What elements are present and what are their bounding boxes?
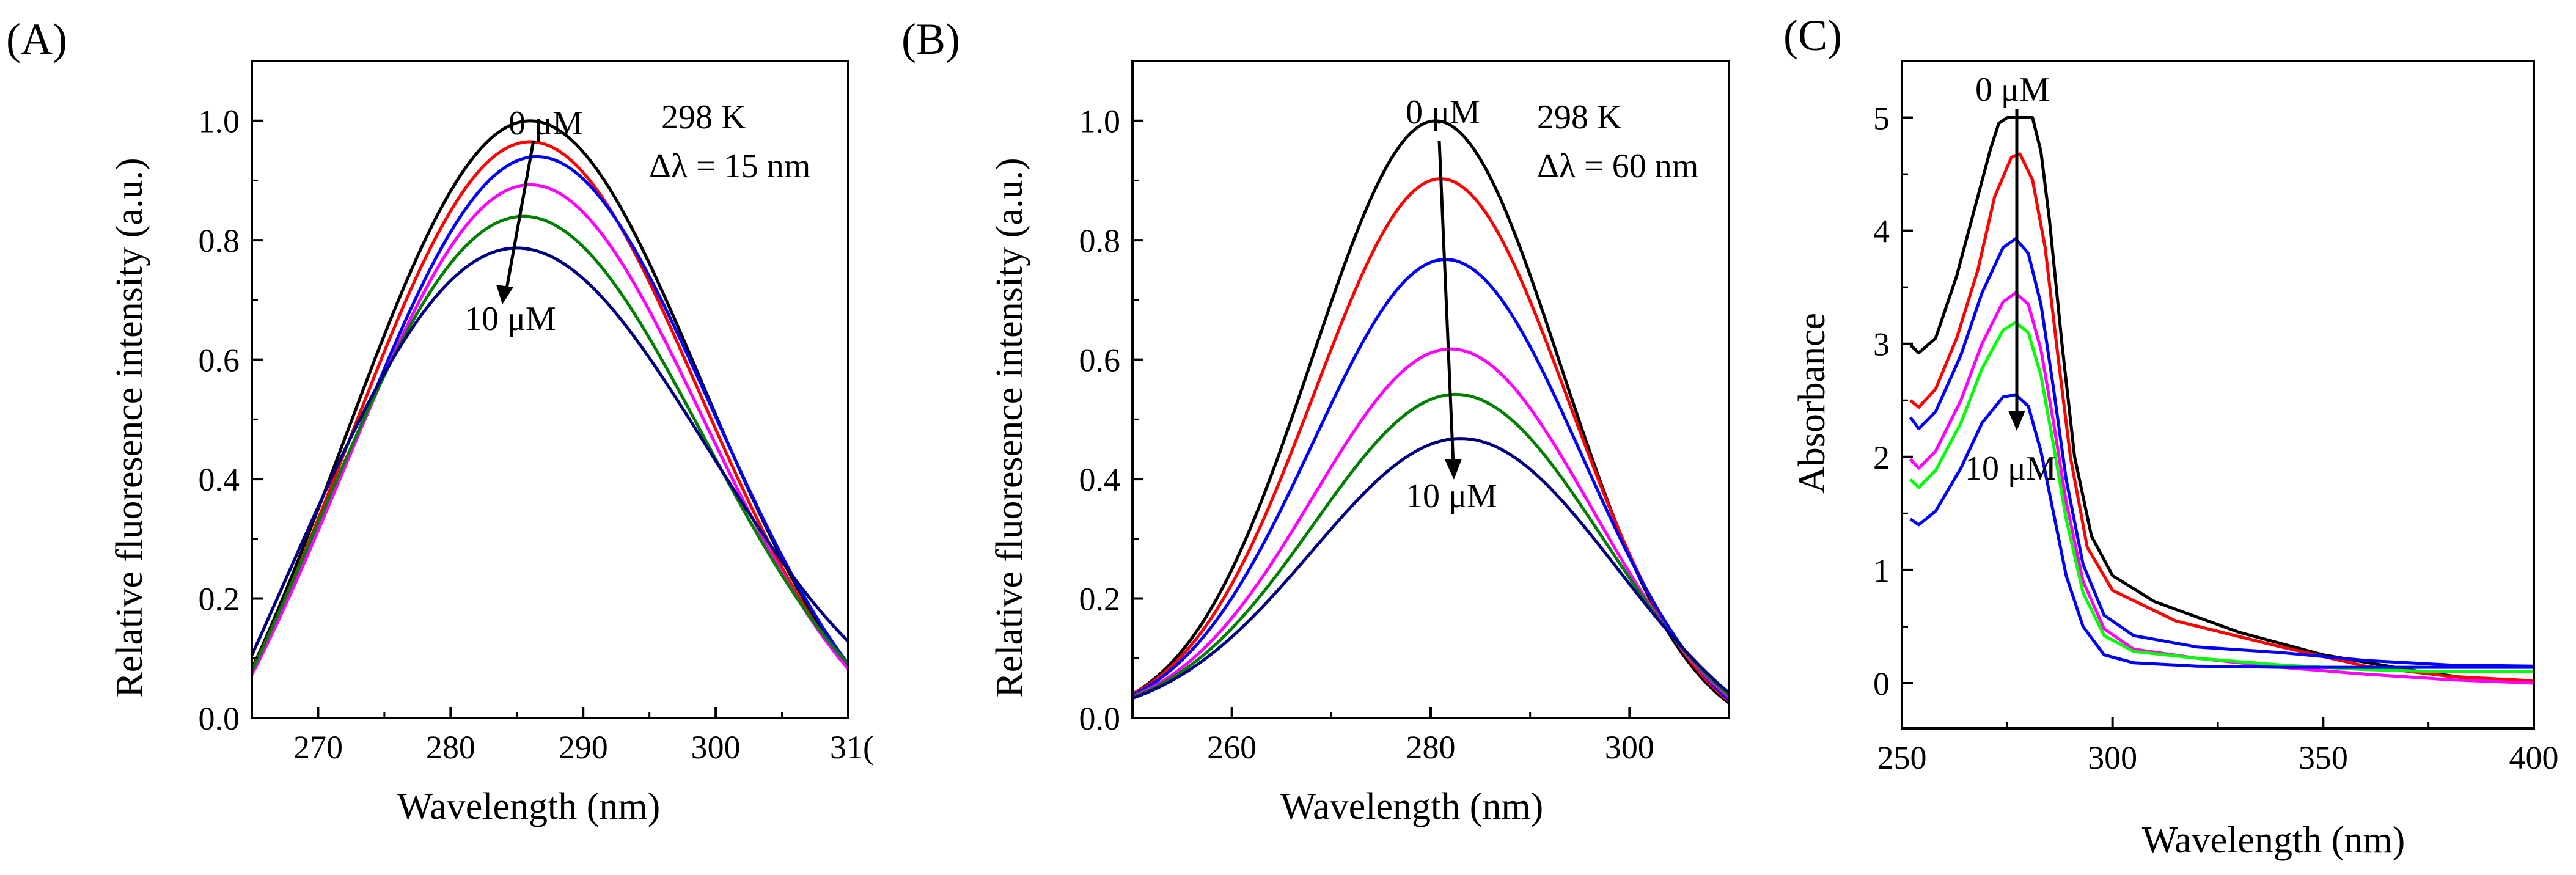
panel-a-series-line-3 — [250, 183, 849, 676]
panel-c-trend-arrowhead — [2008, 411, 2025, 431]
panel-b-series-line-4 — [1132, 392, 1730, 699]
panel-a-y-axis-title: Relative fluoresence intensity (a.u.) — [109, 158, 150, 697]
panel-a-trend-arrow — [504, 140, 535, 293]
panel-b-trend-arrow — [1437, 140, 1455, 465]
panel-a-series-line-0 — [250, 119, 849, 670]
panel-c-y-tick-label: 3 — [1873, 326, 1890, 363]
panel-b-y-axis-title: Relative fluoresence intensity (a.u.) — [989, 158, 1030, 697]
panel-c-y-tick-label: 0 — [1873, 665, 1890, 702]
panel-c-end-conc-label: 10 μM — [1965, 450, 2057, 488]
panel-b-series-line-0 — [1131, 119, 1730, 705]
panel-c-series-line-4 — [1909, 321, 2534, 673]
panel-c-x-tick-label: 350 — [2299, 739, 2348, 776]
panel-b-series-line-3 — [1132, 347, 1730, 698]
panel-b-y-tick-label: 0.6 — [1079, 342, 1121, 379]
panel-c-x-tick-label: 400 — [2509, 739, 2559, 776]
panel-c-y-tick-label: 2 — [1873, 439, 1890, 476]
panel-c-start-conc-label: 0 μM — [1975, 71, 2050, 109]
panel-c-series-line-5 — [1909, 393, 2534, 669]
panel-c-x-tick-label: 300 — [2088, 739, 2137, 776]
panel-a-end-conc-label: 10 μM — [464, 300, 556, 338]
panel-a-series-line-4 — [250, 214, 849, 672]
panel-b: (B) 0.0 0.2 0.4 0.6 0.8 1.0 260 280 300 Waveleng… — [901, 15, 1730, 827]
panel-c-y-tick-label: 4 — [1873, 213, 1890, 250]
panel-b-x-tick-label: 300 — [1605, 729, 1654, 766]
panel-a-x-tick-label: 270 — [293, 729, 343, 766]
panel-a-trend-arrowhead — [496, 285, 513, 304]
panel-b-y-tick-label: 1.0 — [1079, 103, 1121, 140]
panel-b-end-conc-label: 10 μM — [1406, 477, 1497, 515]
panel-c-y-tick-label: 5 — [1873, 100, 1890, 137]
panel-a-start-conc-label: 0 μM — [508, 104, 583, 142]
panel-c-x-tick-label: 250 — [1877, 739, 1927, 776]
panel-c-series-line-2 — [1909, 237, 2534, 668]
panel-a-x-axis-title: Wavelength (nm) — [397, 786, 661, 827]
panel-b-y-tick-label: 0.8 — [1079, 222, 1121, 259]
panel-b-x-tick-label: 260 — [1207, 729, 1257, 766]
panel-a-x-tick-label: 300 — [691, 729, 741, 766]
panel-c-label: (C) — [1783, 11, 1842, 60]
panel-a-y-tick-label: 0.6 — [199, 342, 240, 379]
panel-c: (C) 0 1 2 3 4 5 250 300 350 400 Wavelength (nm) A… — [1783, 11, 2559, 861]
panel-a-y-tick-label: 0.4 — [199, 461, 240, 498]
panel-a-y-tick-label: 0.2 — [199, 581, 240, 618]
panel-a-label: (A) — [6, 15, 67, 64]
panel-b-x-axis-title: Wavelength (nm) — [1280, 786, 1544, 827]
panel-b-series-line-2 — [1131, 258, 1730, 701]
panel-a-x-tick-label: 290 — [559, 729, 608, 766]
panel-b-series-line-1 — [1131, 177, 1730, 703]
panel-a-temperature-label: 298 K — [661, 98, 746, 136]
panel-a-series-line-5 — [250, 246, 849, 656]
panel-c-x-axis-title: Wavelength (nm) — [2142, 819, 2405, 861]
panel-a-plot-frame — [251, 60, 849, 719]
panel-a-series-line-2 — [250, 155, 850, 672]
panel-b-label: (B) — [901, 15, 960, 64]
panel-c-plot-frame — [1901, 60, 2535, 730]
panel-b-start-conc-label: 0 μM — [1406, 93, 1480, 131]
panel-b-x-tick-label: 280 — [1406, 729, 1456, 766]
panel-b-trend-arrowhead — [1445, 459, 1462, 480]
panel-a: (A) 0.0 0.2 0.4 0.6 0.8 1.0 270 280 290 300 31( Wa… — [6, 15, 874, 827]
panel-a-x-tick-label: 280 — [426, 729, 475, 766]
panel-c-y-axis-title: Absorbance — [1791, 313, 1833, 494]
panel-b-series-line-5 — [1132, 437, 1730, 700]
panel-a-y-tick-label: 0.8 — [199, 222, 240, 259]
panel-b-delta-label: Δλ = 60 nm — [1537, 147, 1698, 185]
panel-c-y-tick-label: 1 — [1873, 552, 1890, 589]
panel-c-series-line-1 — [1909, 152, 2534, 683]
panel-a-y-tick-label: 0.0 — [199, 700, 240, 737]
panel-c-series-line-0 — [1909, 116, 2534, 685]
panel-b-y-tick-label: 0.0 — [1079, 700, 1121, 737]
panel-b-temperature-label: 298 K — [1537, 98, 1621, 136]
panel-b-y-tick-label: 0.2 — [1079, 581, 1121, 618]
panel-a-y-tick-label: 1.0 — [199, 103, 240, 140]
panel-b-y-tick-label: 0.4 — [1079, 461, 1121, 498]
panel-a-delta-label: Δλ = 15 nm — [649, 147, 810, 185]
panel-a-x-tick-label-edge: 31( — [830, 729, 874, 766]
